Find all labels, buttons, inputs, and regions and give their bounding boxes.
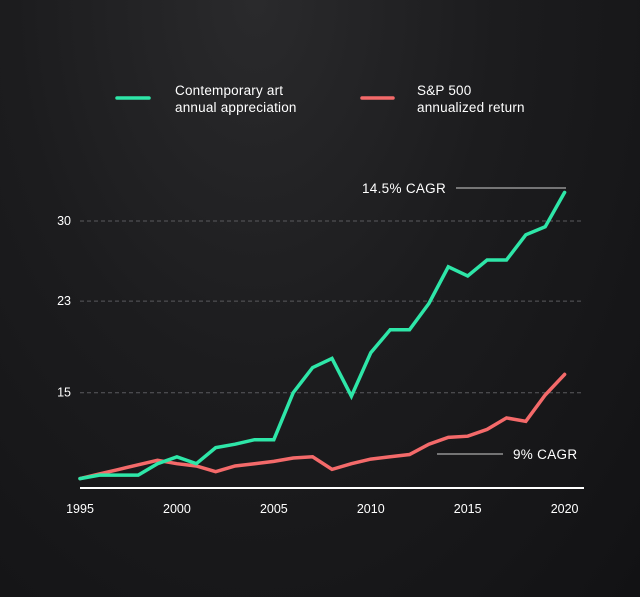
y-axis-ticks: 15 23 30: [57, 214, 71, 400]
x-tick-label-2005: 2005: [260, 502, 288, 516]
annotation-label: 9% CAGR: [513, 447, 577, 462]
y-tick-label-23: 23: [57, 294, 71, 308]
legend-label-line1: S&P 500: [417, 83, 471, 98]
x-axis-ticks: 1995 2000 2005 2010 2015 2020: [66, 502, 578, 516]
annotation-label: 14.5% CAGR: [362, 181, 446, 196]
x-tick-label-2000: 2000: [163, 502, 191, 516]
y-tick-label-15: 15: [57, 386, 71, 400]
legend-label-line1: Contemporary art: [175, 83, 283, 98]
x-tick-label-1995: 1995: [66, 502, 94, 516]
y-tick-label-30: 30: [57, 214, 71, 228]
x-tick-label-2015: 2015: [454, 502, 482, 516]
legend-item-contemporary-art: Contemporary art annual appreciation: [115, 83, 297, 115]
legend: Contemporary art annual appreciation S&P…: [115, 83, 525, 115]
x-tick-label-2010: 2010: [357, 502, 385, 516]
annotation-art-cagr: 14.5% CAGR: [362, 181, 566, 196]
x-tick-label-2020: 2020: [551, 502, 579, 516]
legend-item-sp500: S&P 500 annualized return: [360, 83, 525, 115]
series-line-sp500: [78, 372, 567, 481]
legend-label-line2: annualized return: [417, 100, 525, 115]
series-line-contemporary-art: [78, 190, 567, 481]
gridlines: [80, 220, 584, 394]
legend-label-line2: annual appreciation: [175, 100, 297, 115]
series-lines: [78, 190, 567, 481]
annotation-sp500-cagr: 9% CAGR: [437, 447, 577, 462]
